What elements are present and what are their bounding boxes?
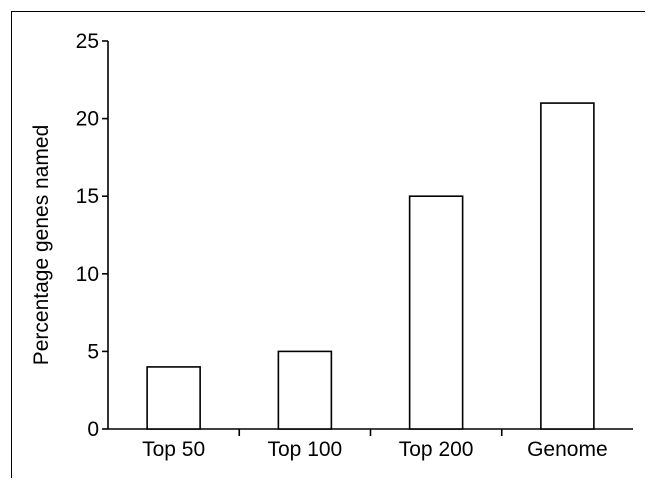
y-tick-label: 5 <box>87 340 99 363</box>
x-tick-label: Genome <box>527 438 608 461</box>
x-tick-label: Top 50 <box>142 438 205 461</box>
bar-top-100 <box>277 350 333 430</box>
y-tick-label: 25 <box>76 30 99 53</box>
bar-top-200 <box>408 195 464 430</box>
x-axis: Top 50 Top 100 Top 200 Genome <box>108 428 633 461</box>
y-axis-title: Percentage genes named <box>30 125 53 366</box>
y-tick-label: 20 <box>76 108 99 131</box>
bar-top-50 <box>146 366 201 430</box>
y-tick-label: 0 <box>87 418 99 441</box>
y-axis: 0 5 10 15 20 25 <box>76 30 109 441</box>
chart-frame <box>11 11 645 478</box>
bars <box>146 102 595 430</box>
x-tick-label: Top 200 <box>399 438 474 461</box>
x-tick-label: Top 100 <box>268 438 343 461</box>
y-tick-label: 15 <box>76 185 99 208</box>
y-tick-label: 10 <box>76 263 99 286</box>
bar-genome <box>540 102 595 430</box>
